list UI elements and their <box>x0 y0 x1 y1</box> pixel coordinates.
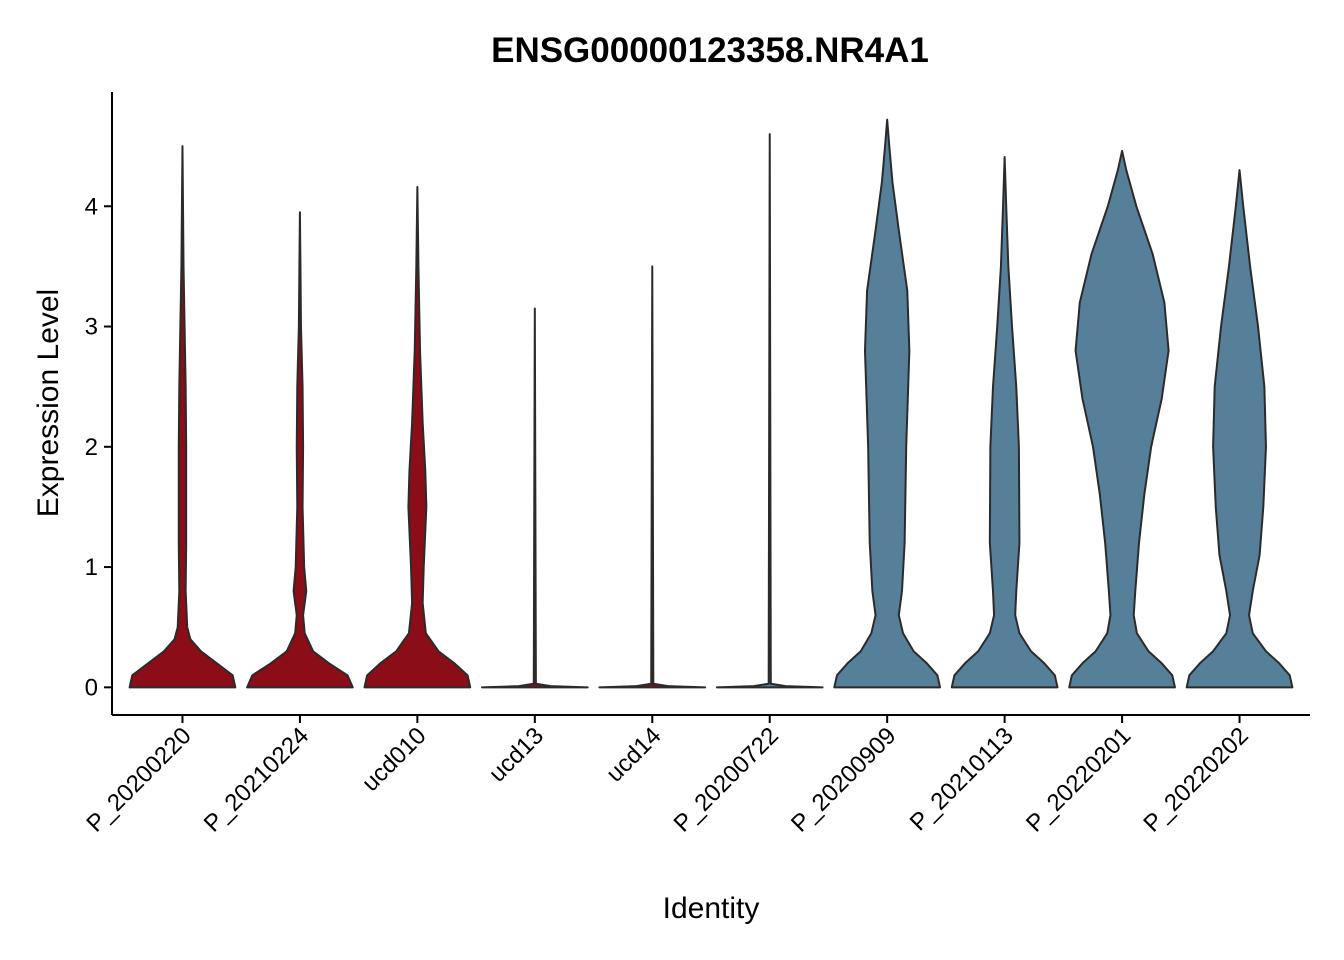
x-tick-label: ucd010 <box>357 722 432 797</box>
violin <box>128 145 237 689</box>
y-tick-label: 2 <box>85 434 98 461</box>
violin <box>598 265 707 689</box>
y-tick-label: 1 <box>85 554 98 581</box>
violin <box>480 307 589 689</box>
x-tick-label: P_20210113 <box>905 722 1019 836</box>
x-tick-label: P_20220202 <box>1138 722 1253 837</box>
x-tick-label: P_20200220 <box>81 722 196 837</box>
violin <box>363 186 472 689</box>
violin <box>1185 169 1294 689</box>
violin <box>950 155 1059 689</box>
violin <box>246 211 354 689</box>
chart-title: ENSG00000123358.NR4A1 <box>491 31 929 70</box>
x-tick-label: P_20200909 <box>786 722 901 837</box>
x-tick-label: P_20210224 <box>199 722 314 837</box>
x-axis-title: Identity <box>663 892 760 925</box>
x-tick-label: P_20220201 <box>1021 722 1136 837</box>
y-axis-title: Expression Level <box>32 289 65 517</box>
y-tick-label: 0 <box>85 674 98 701</box>
x-tick-label: ucd14 <box>601 722 666 787</box>
violin <box>833 118 942 689</box>
x-tick-label: ucd13 <box>484 722 549 787</box>
violin <box>1068 149 1176 689</box>
y-tick-label: 4 <box>85 193 98 220</box>
violin <box>715 133 824 689</box>
y-tick-label: 3 <box>85 314 98 341</box>
x-tick-label: P_20200722 <box>669 722 784 837</box>
